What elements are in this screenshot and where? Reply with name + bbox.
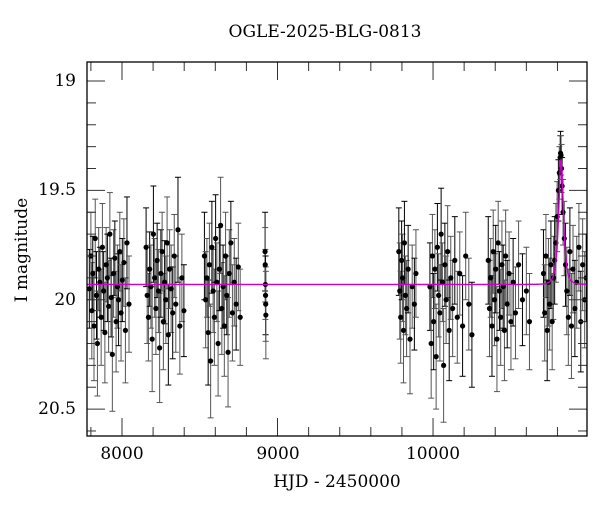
y-tick-label: 20 [54, 290, 76, 310]
plot-frame [86, 61, 588, 437]
x-tick-label: 9000 [256, 444, 300, 464]
y-tick-label: 20.5 [38, 399, 76, 419]
chart-title: OGLE-2025-BLG-0813 [228, 22, 422, 42]
x-tick-label: 8000 [100, 444, 144, 464]
y-tick-label: 19.5 [38, 180, 76, 200]
model-curve [87, 157, 587, 286]
error-bars [87, 130, 587, 423]
x-axis-label: HJD - 2450000 [273, 472, 401, 492]
data-points [87, 150, 587, 368]
x-tick-label: 10000 [405, 444, 461, 464]
y-axis-label: I magnitude [12, 197, 32, 303]
axis-ticks [87, 62, 587, 436]
y-tick-label: 19 [54, 71, 76, 91]
